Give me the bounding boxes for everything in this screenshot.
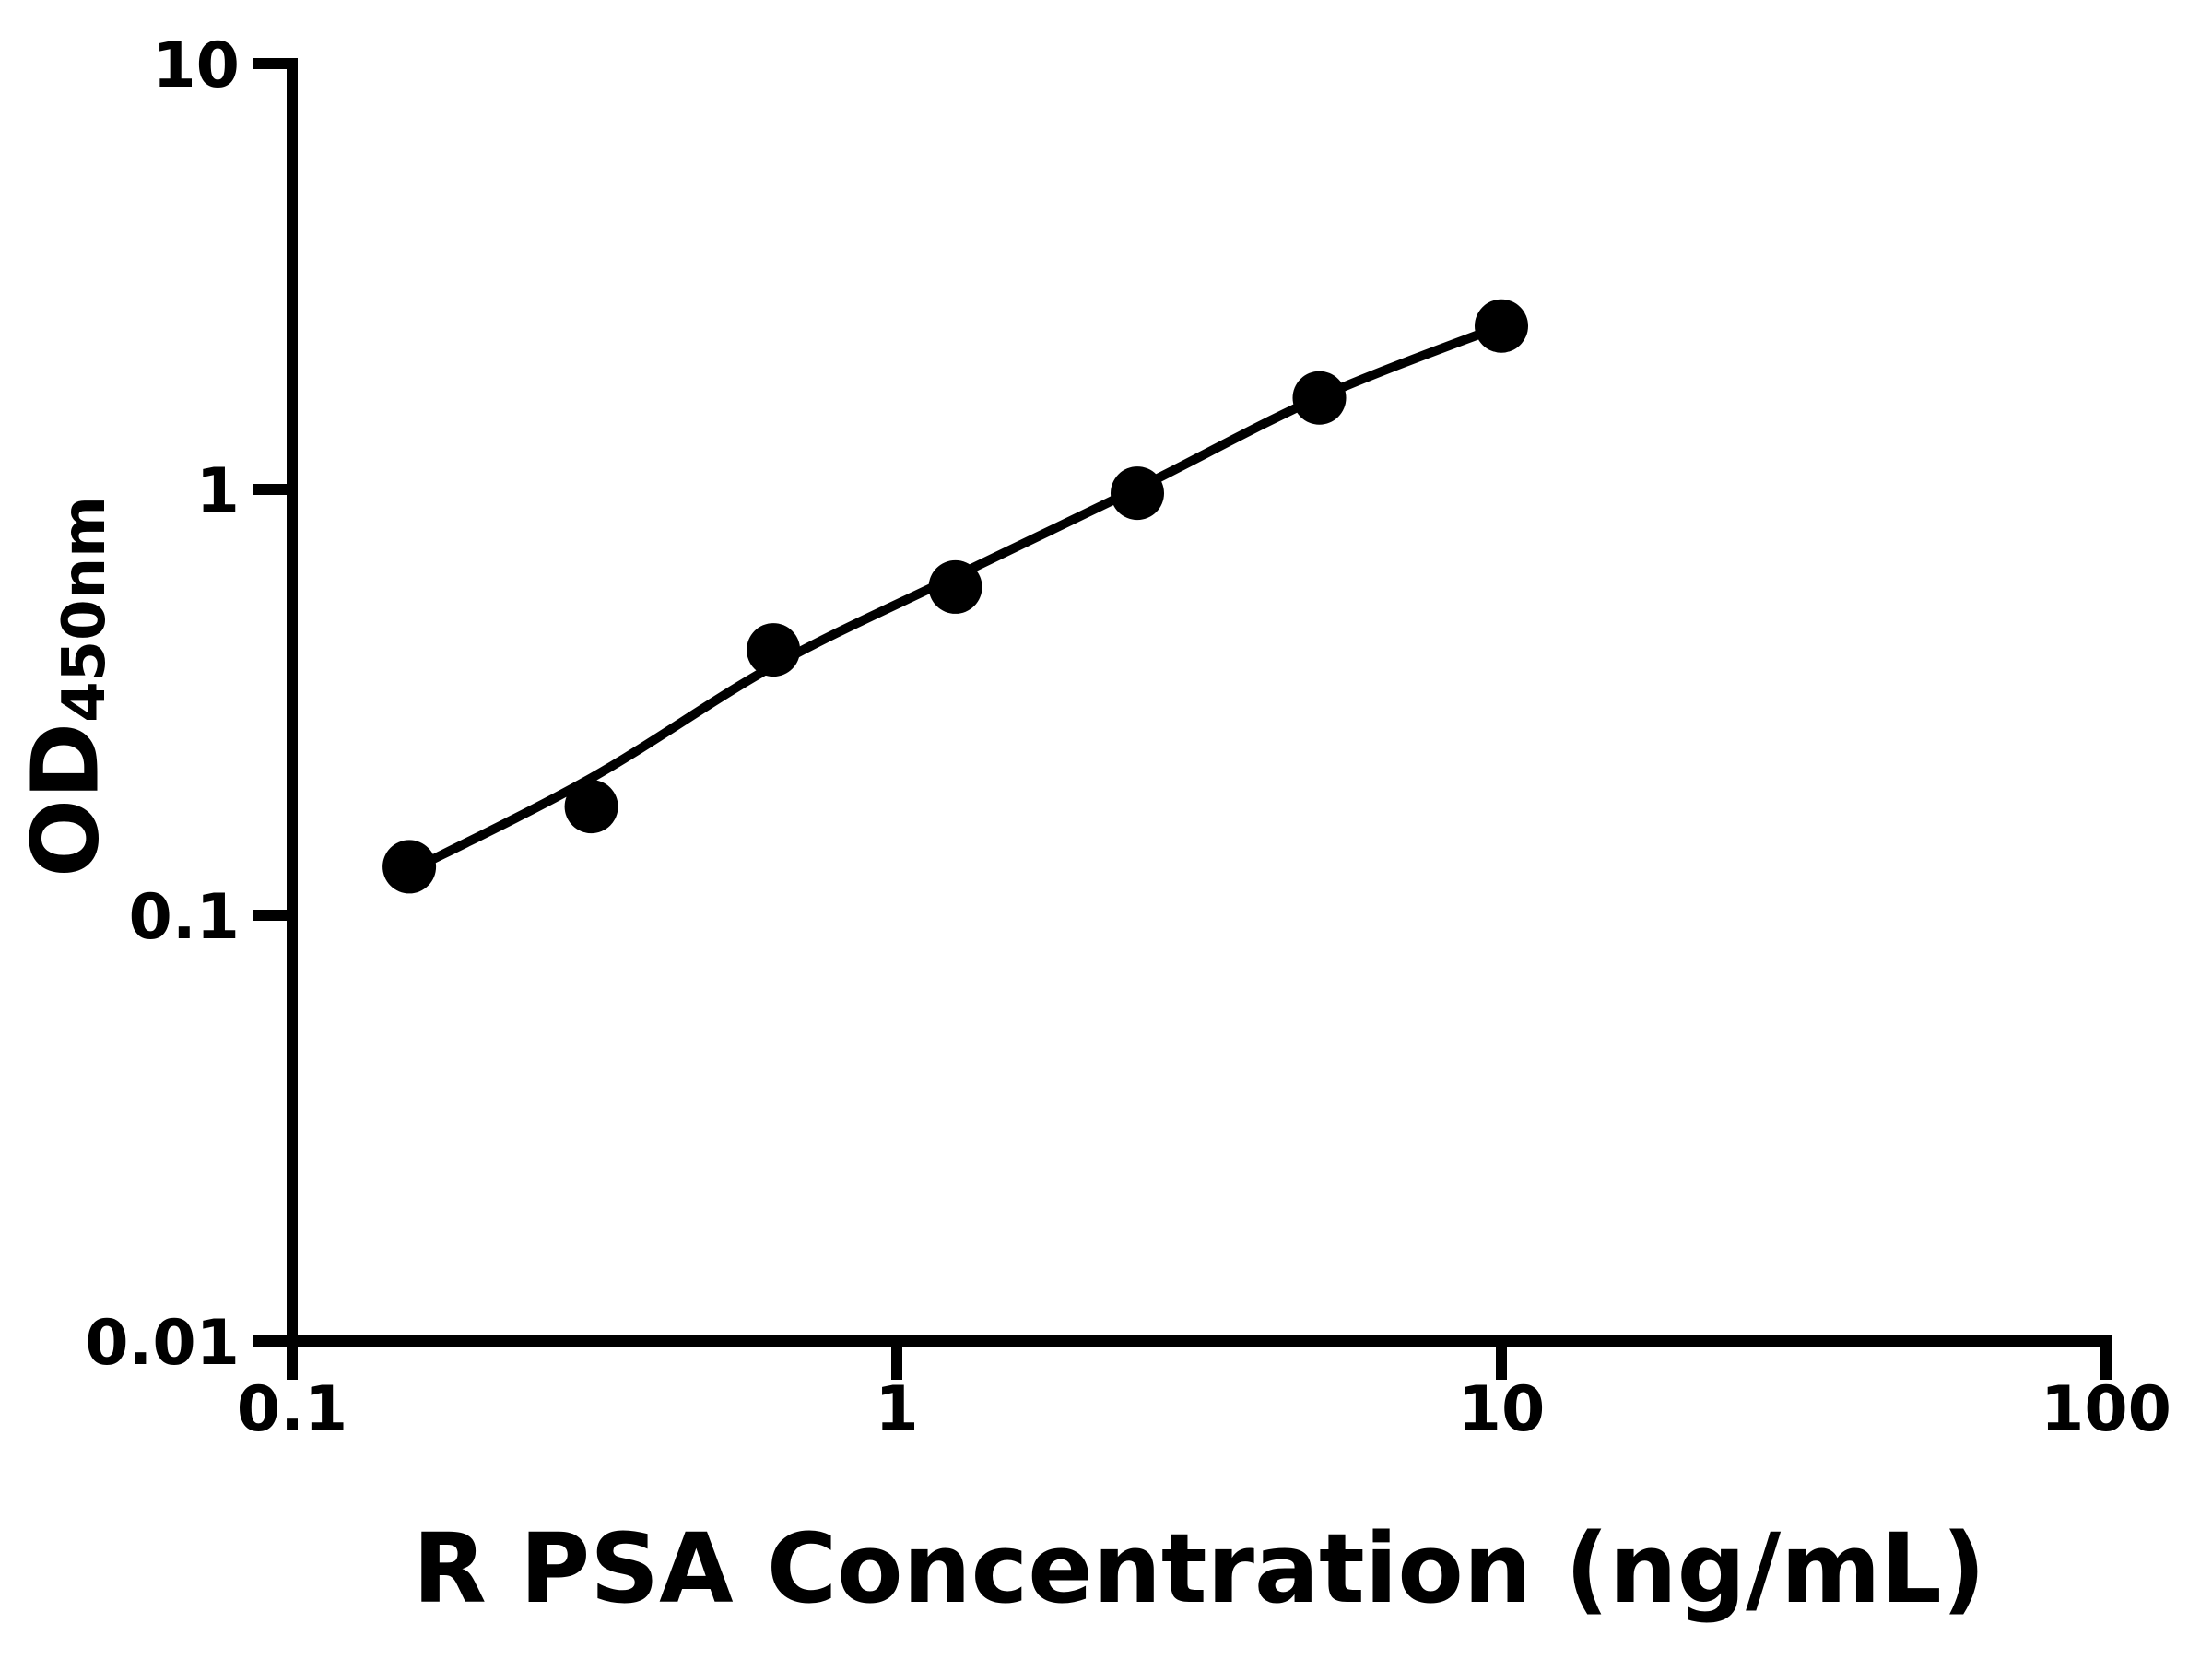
x-axis-title: R PSA Concentration (ng/mL) bbox=[412, 1512, 1986, 1625]
data-point-0.15625 bbox=[382, 840, 437, 894]
x-axis-tick-labels: 0.1 1 10 100 bbox=[237, 1373, 2171, 1446]
x-tick-label-10: 10 bbox=[1458, 1373, 1546, 1446]
data-point-2.5 bbox=[1111, 466, 1164, 521]
y-axis-title-main: OD bbox=[11, 722, 120, 877]
y-axis-tick-labels: 0.01 0.1 1 10 bbox=[85, 29, 240, 1380]
x-tick-label-100: 100 bbox=[2041, 1373, 2171, 1446]
data-point-1.25 bbox=[928, 559, 982, 614]
data-point-10 bbox=[1475, 299, 1528, 353]
data-point-5 bbox=[1292, 371, 1347, 425]
y-tick-label-0.01: 0.01 bbox=[85, 1307, 240, 1380]
y-axis-ticks bbox=[253, 58, 292, 1347]
y-axis-title: OD450nm bbox=[11, 496, 120, 877]
x-axis-ticks bbox=[287, 1341, 2112, 1380]
y-tick-label-0.1: 0.1 bbox=[129, 881, 240, 954]
axis-frame bbox=[287, 58, 2112, 1347]
data-point-markers bbox=[382, 299, 1528, 894]
x-tick-label-0.1: 0.1 bbox=[237, 1373, 347, 1446]
data-point-0.625 bbox=[747, 623, 801, 677]
y-tick-label-1: 1 bbox=[196, 455, 240, 528]
data-point-0.3125 bbox=[564, 780, 618, 834]
y-tick-label-10: 10 bbox=[152, 29, 240, 102]
x-tick-label-1: 1 bbox=[875, 1373, 918, 1446]
y-axis-title-subscript: 450nm bbox=[51, 496, 120, 723]
